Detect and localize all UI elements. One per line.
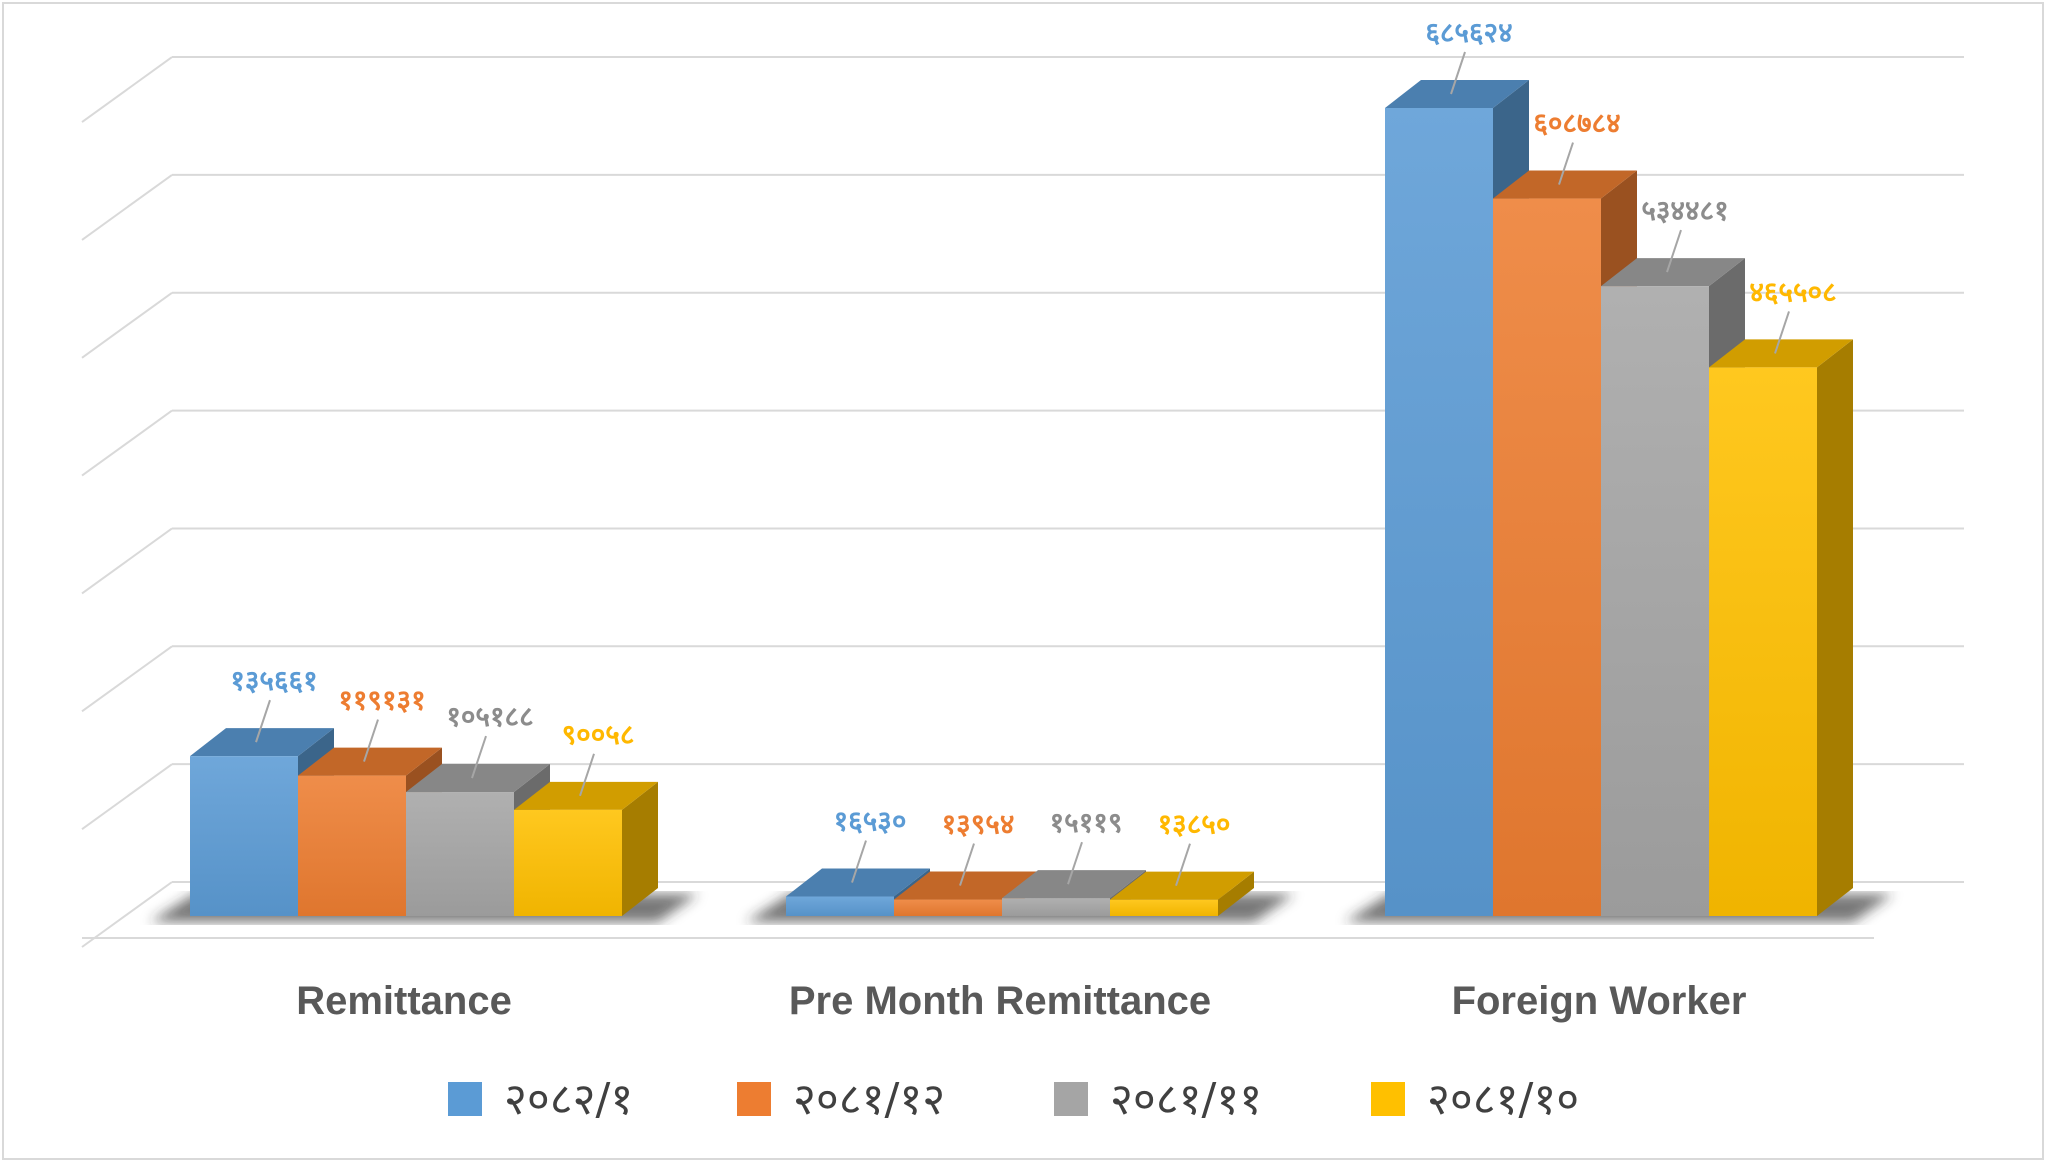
legend-label: २०८१/१० xyxy=(1427,1074,1579,1125)
legend-item: २०८१/११ xyxy=(1054,1074,1262,1125)
data-label-leader xyxy=(1450,51,1466,95)
bar-front xyxy=(786,896,894,916)
gridline-side xyxy=(81,174,173,241)
gridline-side xyxy=(81,763,173,830)
category-label: Pre Month Remittance xyxy=(789,979,1211,1023)
bar-front xyxy=(1493,198,1601,916)
gridline-side xyxy=(81,409,173,477)
legend-item: २०८१/१० xyxy=(1371,1074,1579,1125)
data-label-leader xyxy=(255,699,271,743)
bar-front xyxy=(190,756,298,916)
data-label-leader xyxy=(1175,843,1191,886)
bar-front xyxy=(298,775,406,916)
bar-top xyxy=(1002,870,1146,899)
bar xyxy=(1709,339,1853,916)
bar-top xyxy=(894,871,1038,900)
gridline-side xyxy=(81,527,173,595)
bar-front xyxy=(514,809,622,916)
legend-swatch xyxy=(1054,1082,1088,1116)
data-label: ६०८७८४ xyxy=(1533,107,1620,140)
data-label-leader xyxy=(959,843,975,886)
bar-top xyxy=(1385,80,1529,108)
data-label-leader xyxy=(471,735,487,779)
bar-top xyxy=(406,764,550,793)
bar-side xyxy=(1817,339,1853,916)
bar-top xyxy=(1110,871,1254,900)
bar-top xyxy=(298,747,442,776)
bar xyxy=(1110,871,1254,916)
data-label-leader xyxy=(1666,229,1682,273)
legend-swatch xyxy=(1371,1082,1405,1116)
gridline-side xyxy=(81,881,173,948)
data-label-leader xyxy=(1067,841,1083,885)
bar-top xyxy=(786,868,930,897)
gridline-side xyxy=(81,291,173,359)
bar-side xyxy=(622,781,658,916)
bar-top xyxy=(190,728,334,757)
category-label: Remittance xyxy=(296,979,512,1023)
data-label-leader xyxy=(1774,311,1790,354)
gridline-side xyxy=(81,645,173,713)
legend-label: २०८१/१२ xyxy=(793,1074,945,1125)
data-label: ६८५६२४ xyxy=(1425,16,1512,49)
data-label: १५११९ xyxy=(1050,806,1123,839)
data-label-leader xyxy=(579,753,595,797)
bar-front xyxy=(1110,899,1218,916)
data-label: ११९१३१ xyxy=(338,684,425,717)
bar-front xyxy=(1002,898,1110,916)
bar-top xyxy=(1709,339,1853,368)
data-label: १०५१८८ xyxy=(446,700,533,733)
legend-item: २०८१/१२ xyxy=(737,1074,945,1125)
bar-top xyxy=(1601,258,1745,287)
bar-front xyxy=(1709,367,1817,916)
data-label: ५३४४८१ xyxy=(1641,194,1728,227)
bar-top xyxy=(514,781,658,810)
legend-label: २०८१/११ xyxy=(1110,1074,1262,1125)
bar-front xyxy=(406,792,514,916)
legend-item: २०८२/१ xyxy=(448,1074,633,1125)
gridline-side xyxy=(81,56,173,123)
bar-top xyxy=(1493,170,1637,199)
data-label-leader xyxy=(363,719,379,762)
legend-swatch xyxy=(737,1082,771,1116)
legend-swatch xyxy=(448,1082,482,1116)
bar-side xyxy=(1218,871,1254,916)
category-label: Foreign Worker xyxy=(1452,979,1747,1023)
data-label: १६५३० xyxy=(834,805,907,838)
data-label: १३८५० xyxy=(1158,808,1231,841)
data-label: ९००५८ xyxy=(562,718,635,751)
data-label-leader xyxy=(851,840,867,883)
data-label: १३९५४ xyxy=(942,808,1015,841)
chart-area: १३५६६१ ११९१३१ १०५१८८ ९००५८ १६५३० १३९५४ १५११९ १३… xyxy=(81,16,1964,1125)
bar-front xyxy=(894,899,1002,916)
data-label: १३५६६१ xyxy=(230,664,317,697)
data-label-leader xyxy=(1558,142,1574,185)
data-label: ४६५५०८ xyxy=(1749,275,1836,308)
bar-front xyxy=(1601,286,1709,916)
bar-front xyxy=(1385,108,1493,916)
bar xyxy=(514,781,658,916)
legend-label: २०८२/१ xyxy=(504,1074,633,1125)
